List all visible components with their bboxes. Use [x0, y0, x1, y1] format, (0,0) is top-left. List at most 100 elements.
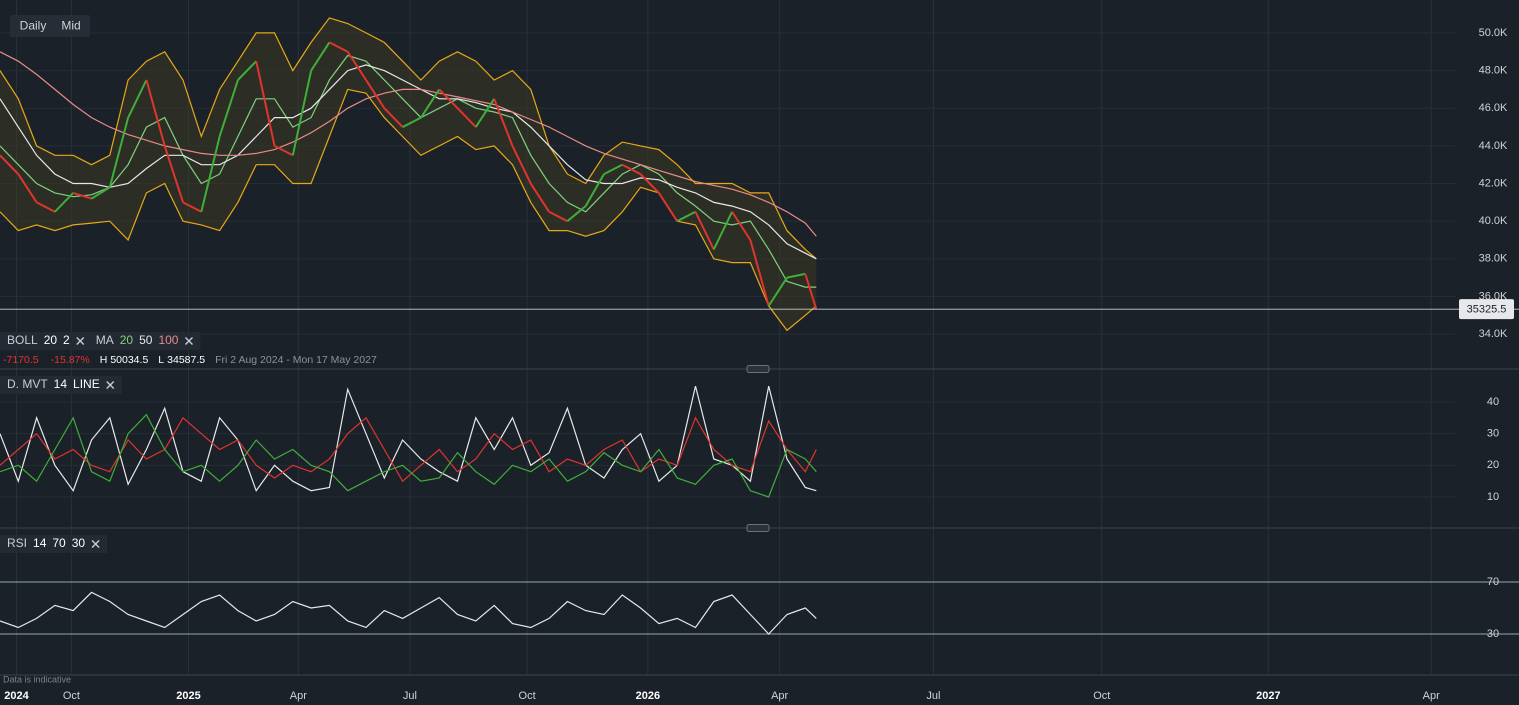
price-segment: [456, 107, 477, 128]
series-line: [0, 64, 817, 260]
legend-background: [0, 535, 108, 553]
pane-resize-handle[interactable]: [746, 365, 770, 373]
x-tick-label: Apr: [1423, 690, 1440, 702]
price-segment: [658, 192, 679, 222]
x-tick-label: 2026: [636, 690, 660, 702]
price-segment: [475, 98, 495, 128]
legend-param: 20: [44, 333, 58, 347]
price-segment: [786, 272, 806, 279]
price-segment: [493, 98, 514, 147]
remove-indicator-button[interactable]: [184, 337, 193, 345]
boll-band-fill: [0, 17, 817, 331]
legend-param: 70: [52, 536, 66, 550]
legend-param: LINE: [73, 377, 100, 391]
legend-label: RSI: [7, 536, 27, 550]
remove-indicator-button[interactable]: [76, 337, 85, 345]
price-type-button[interactable]: Mid: [61, 19, 80, 33]
x-tick-label: Apr: [771, 690, 788, 702]
interval-button[interactable]: Daily: [20, 19, 47, 33]
y-tick-label: 50.0K: [1479, 27, 1508, 39]
price-segment: [511, 145, 532, 184]
series-line: [0, 88, 817, 332]
y-tick-label: 40: [1487, 396, 1499, 408]
y-tick-label: 34.0K: [1479, 328, 1508, 340]
legend-entry: 50: [139, 333, 153, 347]
series-line: [0, 413, 817, 498]
price-segment: [108, 117, 130, 188]
price-segment: [163, 145, 184, 203]
y-tick-label: 20: [1487, 459, 1499, 471]
x-tick-label: Apr: [290, 690, 307, 702]
x-tick-label: Oct: [519, 690, 536, 702]
price-segment: [749, 239, 770, 307]
price-segment: [346, 51, 367, 81]
legend-param: 14: [54, 377, 68, 391]
price-segment: [218, 79, 239, 137]
y-tick-label: 40.0K: [1479, 215, 1508, 227]
series-line: [0, 51, 817, 237]
series-line: [0, 591, 817, 635]
series-line: [0, 17, 817, 260]
price-segment: [420, 88, 441, 119]
legend-param: 2: [63, 333, 70, 347]
price-segment: [402, 116, 422, 128]
y-tick-label: 30: [1487, 628, 1499, 640]
legend-background: [0, 332, 201, 350]
price-segment: [255, 60, 276, 147]
change: -7170.5: [3, 354, 39, 366]
price-segment: [90, 186, 111, 200]
price-segment: [310, 41, 331, 72]
y-tick-label: 30: [1487, 428, 1499, 440]
y-tick-label: 38.0K: [1479, 253, 1508, 265]
x-tick-label: 2024: [4, 690, 29, 702]
price-segment: [584, 173, 605, 207]
price-segment: [182, 201, 202, 213]
legend-param: 14: [33, 536, 47, 550]
price-segment: [237, 60, 257, 81]
y-tick-label: 10: [1487, 491, 1499, 503]
x-tick-label: 2025: [176, 690, 200, 702]
price-segment: [804, 273, 818, 310]
change-pct: -15.87%: [51, 354, 90, 366]
remove-indicator-button[interactable]: [106, 381, 115, 389]
price-segment: [200, 136, 221, 213]
price-segment: [529, 182, 550, 213]
x-tick-label: Oct: [1093, 690, 1110, 702]
ui-layer: Daily Mid Data is indicative 2024 Oct 2025…: [0, 15, 1519, 702]
price-segment: [767, 277, 788, 307]
legend-label: D. MVT: [7, 377, 48, 391]
price-segment: [621, 163, 642, 176]
price-segment: [566, 205, 587, 222]
price-segment: [127, 79, 148, 119]
last-price-label: 35325.5: [1467, 304, 1507, 316]
x-tick-label: Oct: [63, 690, 80, 702]
y-tick-label: 44.0K: [1479, 140, 1508, 152]
date-range: Fri 2 Aug 2024 - Mon 17 May 2027: [215, 354, 377, 366]
last-price-box: [1459, 299, 1514, 320]
price-segment: [365, 79, 386, 109]
y-tick-label: 48.0K: [1479, 64, 1508, 76]
price-segment: [383, 107, 404, 128]
legend-background: [0, 376, 122, 394]
series-line: [0, 385, 817, 492]
legend-label: MA: [96, 333, 114, 347]
legend-param: 30: [72, 536, 86, 550]
x-tick-label: 2027: [1256, 690, 1280, 702]
price-segment: [291, 70, 313, 156]
price-segment: [694, 211, 715, 250]
price-segment: [54, 192, 74, 213]
x-tick-label: Jul: [403, 690, 417, 702]
price-segment: [328, 41, 349, 53]
price-segment: [36, 201, 56, 213]
y-tick-label: 42.0K: [1479, 177, 1508, 189]
pane-resize-handle[interactable]: [746, 524, 770, 532]
price-segment: [548, 210, 568, 223]
price-segment: [0, 154, 20, 175]
remove-indicator-button[interactable]: [91, 540, 100, 548]
legend-entry: 20: [120, 333, 134, 347]
low: 34587.5: [167, 354, 205, 366]
price-segment: [731, 211, 752, 241]
footer-note: Data is indicative: [3, 674, 71, 684]
